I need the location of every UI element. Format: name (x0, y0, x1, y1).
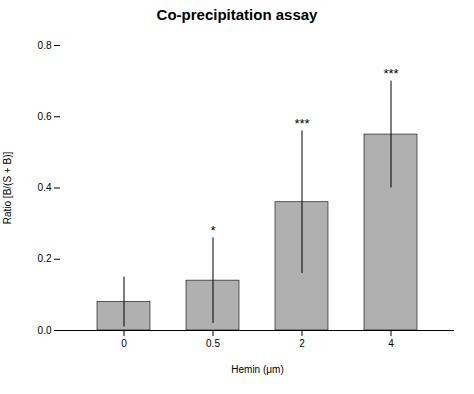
svg-text:0.5: 0.5 (206, 338, 220, 349)
svg-text:Ratio [B/(S + B)]: Ratio [B/(S + B)] (2, 152, 13, 225)
svg-text:0.0: 0.0 (38, 325, 52, 336)
svg-text:0.4: 0.4 (38, 182, 52, 193)
svg-text:0.6: 0.6 (38, 111, 52, 122)
svg-text:***: *** (383, 66, 398, 81)
html-text:Co-precipitation assay: Co-precipitation assay (156, 6, 318, 23)
svg-text:2: 2 (299, 338, 305, 349)
svg-text:Hemin (μm): Hemin (μm) (231, 364, 283, 375)
svg-text:0: 0 (121, 338, 127, 349)
svg-text:*: * (210, 223, 215, 238)
svg-text:0.2: 0.2 (38, 253, 52, 264)
svg-text:0.8: 0.8 (38, 40, 52, 51)
svg-text:4: 4 (388, 338, 394, 349)
svg-text:***: *** (294, 116, 309, 131)
